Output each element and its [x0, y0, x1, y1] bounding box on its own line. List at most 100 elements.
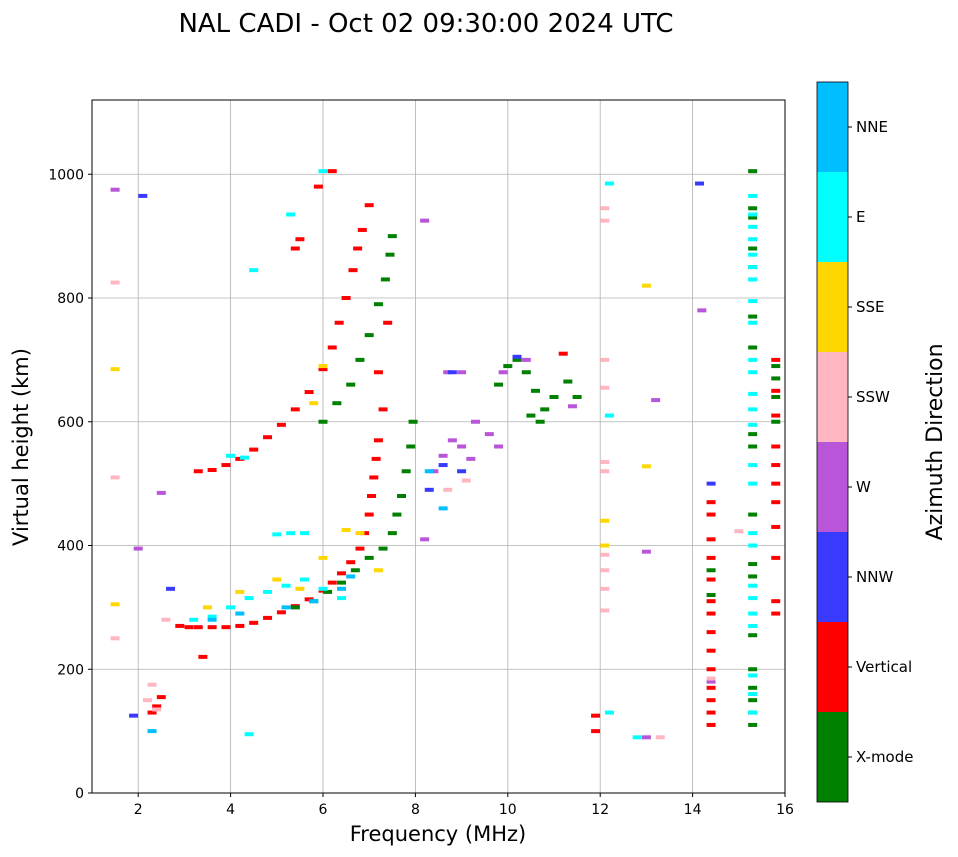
echo-point-x-mode: [397, 494, 407, 498]
echo-point-x-mode: [512, 357, 522, 362]
echo-point-e: [263, 589, 273, 594]
echo-point-sse: [318, 555, 328, 560]
echo-point-x-mode: [535, 419, 545, 424]
echo-point-vertical: [706, 537, 716, 542]
echo-point-vertical: [346, 560, 356, 565]
echo-point-vertical: [357, 227, 367, 232]
echo-point-vertical: [304, 597, 314, 602]
echo-point-vertical: [348, 268, 358, 273]
echo-point-e: [748, 710, 758, 715]
echo-point-x-mode: [350, 568, 360, 573]
echo-point-w: [420, 537, 430, 542]
echo-point-vertical: [771, 413, 781, 418]
echo-point-vertical: [221, 625, 231, 630]
echo-point-ssw: [152, 707, 162, 712]
y-tick-label: 400: [57, 539, 84, 555]
echo-point-e: [272, 532, 282, 537]
echo-point-x-mode: [748, 206, 758, 211]
echo-point-vertical: [378, 407, 388, 412]
echo-point-ssw: [600, 552, 610, 557]
echo-point-x-mode: [748, 444, 758, 449]
echo-point-vertical: [276, 610, 286, 615]
colorbar-label: W: [856, 478, 871, 496]
echo-point-w: [484, 432, 494, 437]
colorbar: X-mode Vertical NNW W SSW SSE E NNE: [816, 81, 913, 803]
echo-point-e: [748, 422, 758, 427]
echo-point-nne: [336, 586, 346, 591]
echo-point-ssw: [600, 459, 610, 464]
grid-lines: [92, 100, 786, 794]
echo-point-x-mode: [771, 376, 781, 381]
echo-point-x-mode: [526, 413, 536, 418]
echo-point-x-mode: [378, 546, 388, 551]
echo-point-x-mode: [364, 333, 374, 338]
echo-point-vertical: [295, 237, 305, 242]
echo-point-x-mode: [401, 469, 411, 474]
echo-point-e: [286, 531, 296, 536]
echo-point-x-mode: [748, 314, 758, 319]
echo-point-w: [641, 735, 651, 740]
echo-point-e: [748, 673, 758, 678]
echo-point-vertical: [706, 698, 716, 703]
echo-point-e: [226, 605, 236, 610]
colorbar-segment: [817, 712, 848, 802]
echo-point-w: [494, 444, 504, 449]
echo-point-e: [748, 531, 758, 536]
echo-point-vertical: [304, 390, 314, 395]
echo-point-vertical: [591, 729, 601, 734]
x-tick-label: 6: [319, 802, 328, 818]
echo-point-vertical: [175, 623, 185, 628]
echo-point-x-mode: [748, 512, 758, 517]
echo-point-x-mode: [706, 568, 716, 573]
echo-point-x-mode: [290, 605, 300, 610]
colorbar-segment: [817, 82, 848, 172]
echo-point-x-mode: [503, 364, 513, 369]
echo-point-vertical: [558, 351, 568, 356]
echo-point-nnw: [447, 370, 457, 375]
echo-point-ssw: [600, 586, 610, 591]
echo-point-vertical: [771, 500, 781, 505]
echo-point-vertical: [373, 438, 383, 443]
echo-point-ssw: [110, 475, 120, 480]
echo-point-x-mode: [387, 531, 397, 536]
echo-point-vertical: [771, 599, 781, 604]
echo-point-x-mode: [771, 419, 781, 424]
echo-point-x-mode: [748, 633, 758, 638]
echo-point-x-mode: [332, 401, 342, 406]
echo-point-e: [748, 583, 758, 588]
x-tick-label: 12: [591, 802, 609, 818]
echo-point-vertical: [360, 531, 370, 536]
echo-point-vertical: [334, 320, 344, 325]
echo-point-vertical: [706, 577, 716, 582]
echo-point-sse: [203, 605, 212, 610]
echo-point-vertical: [198, 654, 208, 659]
echo-point-w: [457, 444, 467, 449]
echo-point-sse: [235, 589, 245, 594]
colorbar-segment: [817, 442, 848, 532]
echo-point-w: [521, 357, 531, 362]
echo-point-vertical: [591, 713, 601, 718]
echo-point-vertical: [327, 580, 337, 585]
echo-point-vertical: [207, 625, 217, 630]
echo-point-ssw: [600, 469, 610, 474]
echo-point-x-mode: [323, 589, 333, 594]
echo-point-w: [156, 490, 166, 495]
echo-point-w: [567, 404, 577, 409]
echo-point-e: [207, 614, 217, 619]
colorbar-label: NNE: [856, 118, 888, 136]
y-tick-label: 600: [57, 415, 84, 431]
echo-point-nnw: [138, 193, 148, 198]
echo-point-x-mode: [748, 574, 758, 579]
echo-point-w: [466, 456, 476, 461]
echo-point-e: [748, 212, 758, 217]
echo-point-sse: [295, 586, 305, 591]
echo-point-vertical: [156, 695, 166, 700]
echo-point-e: [632, 735, 642, 740]
echo-point-e: [748, 370, 758, 375]
colorbar-segment: [817, 172, 848, 262]
echo-point-nne: [424, 469, 434, 474]
echo-point-w: [498, 370, 508, 375]
echo-point-e: [604, 413, 614, 418]
echo-point-nne: [309, 599, 319, 604]
echo-point-ssw: [110, 636, 120, 641]
